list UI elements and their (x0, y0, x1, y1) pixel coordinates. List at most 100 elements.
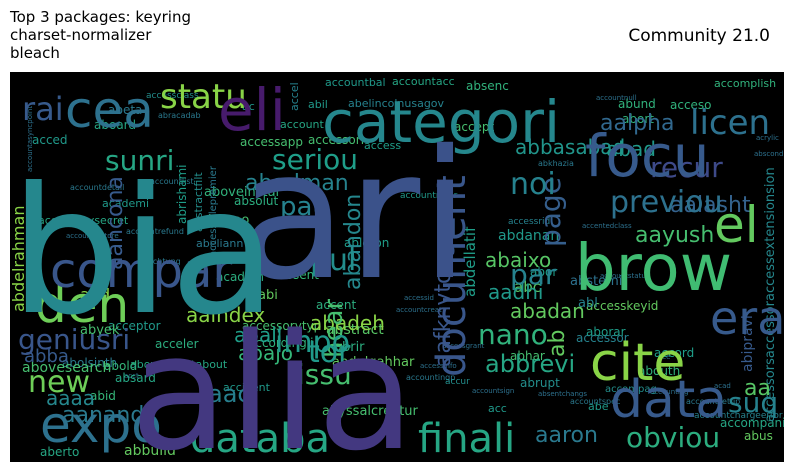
word-ari: ari (238, 112, 470, 319)
word-abadman: abadman (245, 171, 349, 196)
word-aaron: aaron (535, 423, 598, 448)
word-academi: academi (102, 197, 149, 210)
word-accessinfo: accessinfo (420, 362, 457, 370)
word-abkhazia: abkhazia (538, 159, 574, 168)
chart-title-line-3: bleach (10, 44, 60, 62)
word-aalpha: aalpha (600, 111, 674, 136)
word-accompani: accompani (720, 416, 784, 430)
word-abstemi: abstemi (570, 274, 622, 289)
word-seriou: seriou (272, 143, 358, 176)
word-accent: accent (316, 298, 357, 312)
word-obviou: obviou (626, 421, 720, 454)
word-finali: finali (418, 416, 515, 462)
word-abeta: abeta (108, 103, 142, 117)
word-account: account (280, 118, 325, 131)
word-aadhi: aadhi (488, 280, 543, 304)
word-abi: abi (258, 288, 278, 303)
word-abyssalcreatur: abyssalcreatur (322, 404, 419, 419)
word-acced: acced (32, 133, 68, 147)
word-acceptor: acceptor (108, 319, 161, 333)
word-acad: acad (714, 382, 731, 390)
word-aancona: aancona (103, 176, 128, 270)
word-ab: ab (545, 330, 570, 357)
word-aa: aa (744, 376, 771, 401)
word-abdelrahman: abdelrahman (10, 206, 28, 312)
word-aac: aac (208, 380, 251, 408)
word-new: new (28, 365, 90, 400)
word-abdulqahhar: abdulqahhar (332, 355, 415, 370)
word-accountrefund: accountrefund (126, 227, 184, 236)
word-accord: accord (654, 346, 694, 360)
word-aboveinstal: aboveinstal (204, 185, 279, 200)
word-absentchangs: absentchangs (538, 390, 587, 398)
word-aborar: aborar (586, 325, 626, 339)
word-accountcreat: accountcreat (396, 306, 442, 314)
word-acceso: acceso (670, 98, 712, 112)
word-cea: cea (65, 81, 154, 139)
word-acct: acct (124, 372, 139, 380)
word-accountrefer: accountrefer (400, 191, 458, 201)
word-bia: bia (10, 151, 277, 354)
word-abl: abl (578, 296, 598, 311)
word-ace: ace (658, 353, 670, 361)
word-statu: statu (160, 77, 247, 117)
word-aayush: aayush (635, 223, 714, 248)
word-abstrao: abstrao (200, 213, 249, 228)
word-categori: categori (322, 88, 560, 156)
word-abolsinth: abolsinth (62, 356, 117, 370)
word-access: access (364, 139, 401, 152)
word-abor: abor (530, 265, 557, 279)
word-abouth: abouth (638, 364, 680, 378)
word-accountlog: accountlog (650, 388, 689, 396)
word-accessid: accessid (404, 294, 434, 302)
word-hear: hear (319, 299, 349, 358)
word-abd: abd (80, 285, 110, 304)
word-accentedclass: accentedclass (582, 222, 632, 230)
word-geniusri: geniusri (18, 323, 130, 356)
word-cloud-background (10, 72, 784, 462)
word-abad: abad (606, 137, 656, 161)
word-aalasht: aalasht (670, 193, 751, 218)
word-abstract: abstract (326, 322, 384, 338)
word-abus: abus (744, 429, 773, 443)
word-acceler: acceler (155, 337, 199, 351)
word-databa: databa (190, 416, 330, 462)
word-accident: accident (223, 381, 271, 394)
word-abelincolnusagov: abelincolnusagov (348, 97, 445, 110)
word-rai: rai (22, 90, 64, 128)
word-accountstatus: accountstatus (600, 272, 650, 280)
word-tor: tor (308, 335, 351, 370)
word-aaaa: aaaa (46, 386, 95, 410)
word-impo: impo (275, 325, 350, 360)
word-accur: accur (445, 377, 470, 387)
word-accel: accel (288, 82, 301, 111)
word-recur: recur (650, 151, 723, 184)
word-accessgrant: accessgrant (442, 342, 485, 350)
word-abscond: abscond (754, 150, 783, 158)
word-accountingp: accountingp (406, 373, 455, 382)
word-aanand: aanand (62, 403, 144, 428)
word-abipravi: abipravi (740, 315, 756, 372)
word-eli: eli (218, 76, 286, 144)
word-compar: compar (50, 243, 232, 299)
word-abold: abold (104, 359, 137, 373)
word-acc: acc (488, 402, 507, 415)
word-accessclass: accessclass (146, 91, 199, 101)
word-cloud: accountchargeerror accountspec accountsetu… (10, 72, 784, 462)
word-par: par (510, 258, 557, 291)
word-abali: abali (234, 323, 282, 347)
word-aberto: aberto (40, 445, 79, 459)
word-abbasabad: abbasabad (515, 135, 625, 159)
word-abdanan: abdanan (498, 228, 559, 244)
word-cite: cite (590, 333, 685, 393)
word-abbuild: abbuild (124, 443, 176, 459)
word-accountbal: accountbal (325, 76, 386, 89)
word-focu: focu (585, 122, 710, 190)
word-accept: accept (454, 120, 495, 134)
word-accesskeysecret: accesskeysecret (38, 214, 129, 227)
word-den: den (35, 276, 129, 334)
word-era: era (710, 291, 784, 345)
word-absard: absard (115, 371, 156, 385)
word-abba: abba (24, 346, 69, 367)
word-aafknvtoag: aafknvtoag (431, 243, 456, 367)
